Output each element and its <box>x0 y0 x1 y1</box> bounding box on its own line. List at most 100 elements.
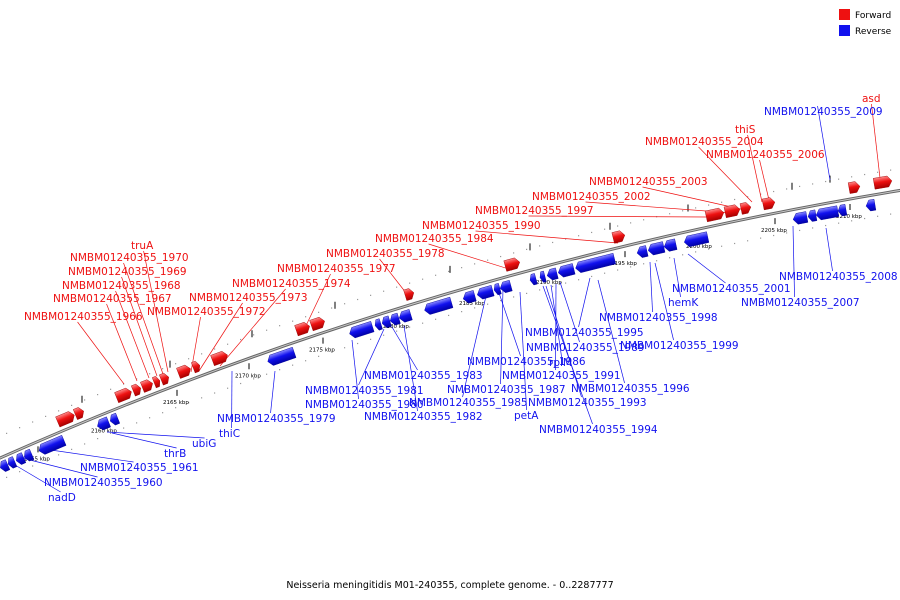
reverse-gene-label: NMBM01240355_1994 <box>539 424 658 436</box>
reverse-gene-label: NMBM01240355_1987 <box>447 384 566 396</box>
track-dot-upper <box>409 282 411 284</box>
reverse-gene-label: NMBM01240355_1986 <box>467 356 586 368</box>
track-dot-lower <box>188 402 190 404</box>
forward-gene <box>503 257 520 272</box>
track-dot-lower <box>526 292 528 295</box>
track-dot-upper <box>97 394 99 396</box>
track-dot-upper <box>591 231 593 234</box>
reverse-gene <box>381 315 392 328</box>
track-dot-lower <box>110 432 112 434</box>
track-dot-upper <box>71 404 73 406</box>
forward-gene-label: NMBM01240355_2002 <box>532 191 651 203</box>
forward-gene-label: NMBM01240355_1977 <box>277 263 396 275</box>
track-dot-lower <box>825 224 827 227</box>
track-dot-upper <box>214 348 216 350</box>
scale-tick-label: 2195 kbp <box>611 261 637 267</box>
track-dot-upper <box>799 185 801 188</box>
forward-gene <box>739 202 752 215</box>
track-dot-upper <box>110 388 112 390</box>
track-dot-upper <box>396 286 398 288</box>
reverse-gene-label: NMBM01240355_1985 <box>409 397 528 409</box>
forward-gene <box>191 360 200 374</box>
reverse-gene <box>389 312 401 326</box>
reverse-gene <box>462 290 477 304</box>
track-dot-upper <box>552 241 554 244</box>
reverse-leader-line <box>500 288 504 385</box>
scale-tick-label: 2170 kbp <box>235 373 261 379</box>
track-dot-upper <box>838 178 840 180</box>
scale-tick-label: 2205 kbp <box>761 228 787 234</box>
reverse-gene-label: NMBM01240355_1989 <box>526 342 645 354</box>
track-dot-upper <box>461 267 463 269</box>
track-dot-lower <box>474 307 476 309</box>
track-dot-lower <box>357 342 359 345</box>
forward-gene <box>140 379 153 393</box>
reverse-gene <box>399 309 413 323</box>
track-dot-lower <box>565 282 567 284</box>
reverse-gene-label: NMBM01240355_1961 <box>80 462 199 474</box>
forward-leader-line <box>121 276 158 377</box>
track-dot-upper <box>734 198 736 201</box>
track-dot-lower <box>422 322 424 324</box>
forward-gene-label: NMBM01240355_1967 <box>53 293 172 305</box>
track-dot-lower <box>682 254 684 256</box>
track-dot-lower <box>604 272 606 274</box>
reverse-leader-line <box>687 253 726 284</box>
reverse-leader-line <box>654 262 674 341</box>
track-dot-upper <box>604 228 606 230</box>
track-dot-lower <box>162 412 164 414</box>
forward-gene <box>704 207 725 223</box>
reverse-leader-line <box>578 277 591 328</box>
track-dot-upper <box>162 368 164 370</box>
forward-gene <box>761 197 776 211</box>
forward-gene-label: NMBM01240355_2004 <box>645 136 764 148</box>
track-dot-lower <box>877 215 879 217</box>
reverse-leader-line <box>792 225 795 298</box>
track-dot-lower <box>656 260 658 262</box>
track-dot-upper <box>45 415 47 417</box>
track-dot-lower <box>136 422 138 424</box>
track-dot-lower <box>838 222 840 224</box>
forward-gene-label: thiS <box>735 124 756 136</box>
forward-gene <box>210 351 228 366</box>
forward-gene <box>55 411 75 428</box>
track-dot-upper <box>123 383 125 385</box>
forward-leader-line <box>143 250 169 373</box>
genome-backbone-highlight <box>0 189 900 459</box>
track-dot-upper <box>513 252 515 254</box>
track-dot-upper <box>630 222 632 224</box>
reverse-leader-line <box>649 261 653 313</box>
forward-gene-label: NMBM01240355_1978 <box>326 248 445 260</box>
track-dot-lower <box>799 229 801 232</box>
track-dot-lower <box>669 257 671 259</box>
reverse-leader-line <box>542 285 593 425</box>
track-dot-upper <box>227 343 229 345</box>
reverse-gene <box>815 205 840 221</box>
track-dot-lower <box>214 392 216 394</box>
reverse-gene-label: NMBM01240355_1980 <box>305 399 424 411</box>
reverse-leader-line <box>358 328 385 386</box>
reverse-leader-line <box>817 105 831 181</box>
track-dot-upper <box>747 196 749 198</box>
track-dot-lower <box>45 459 47 461</box>
track-dot-lower <box>201 397 203 399</box>
forward-gene <box>294 322 310 337</box>
track-dot-lower <box>409 326 411 328</box>
track-dot-upper <box>448 270 450 273</box>
reverse-gene-label: ubiG <box>192 438 216 450</box>
reverse-gene <box>558 263 576 278</box>
scale-tick-label: 2180 kbp <box>383 324 409 330</box>
track-dot-lower <box>331 351 333 353</box>
track-dot-lower <box>279 369 281 371</box>
scale-tick-label: 2160 kbp <box>91 428 117 434</box>
track-dot-lower <box>487 303 489 305</box>
reverse-leader-line <box>21 457 98 478</box>
reverse-gene <box>647 241 666 256</box>
forward-leader-line <box>528 215 707 218</box>
scale-tick-label: 2200 kbp <box>686 244 712 250</box>
track-dot-upper <box>877 171 879 173</box>
reverse-gene <box>424 296 454 315</box>
track-dot-lower <box>448 314 450 317</box>
forward-gene-label: NMBM01240355_1968 <box>62 280 181 292</box>
